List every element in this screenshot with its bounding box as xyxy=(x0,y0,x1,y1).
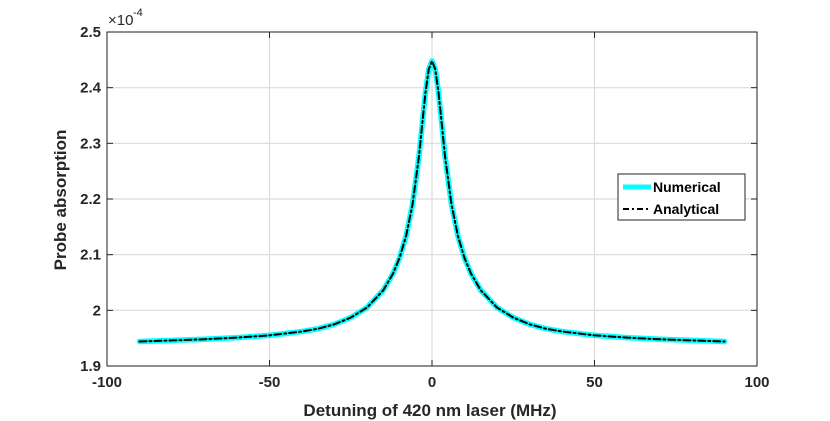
y-tick-label: 2.1 xyxy=(80,247,101,264)
legend-label-numerical: Numerical xyxy=(653,179,721,195)
x-tick-label: 50 xyxy=(586,374,603,391)
x-tick-label: 100 xyxy=(744,374,769,391)
x-axis-label: Detuning of 420 nm laser (MHz) xyxy=(303,401,556,420)
y-exponent-base: ×10 xyxy=(108,12,133,29)
x-tick-label: 0 xyxy=(428,374,436,391)
series-layer xyxy=(136,58,728,345)
grid xyxy=(106,31,758,367)
legend-label-analytical: Analytical xyxy=(653,201,719,217)
y-exponent-power: -4 xyxy=(133,7,143,19)
x-tick-label: -50 xyxy=(259,374,281,391)
y-tick-label: 2.5 xyxy=(80,24,101,41)
y-axis-label: Probe absorption xyxy=(51,130,70,271)
legend-box xyxy=(617,173,746,221)
y-tick-label: 2.3 xyxy=(80,135,101,152)
y-tick-label: 2.2 xyxy=(80,191,101,208)
y-exponent: ×10 -4 xyxy=(108,7,143,29)
ticks: -100 -50 0 50 100 1.9 2 2.1 2.2 2.3 2.4 2.5 xyxy=(80,24,769,391)
y-tick-label: 2.4 xyxy=(80,80,102,97)
y-tick-label: 2 xyxy=(93,302,101,319)
x-tick-label: -100 xyxy=(92,374,122,391)
series-line-analytical xyxy=(138,59,726,343)
legend: Numerical Analytical xyxy=(617,173,746,221)
y-tick-label: 1.9 xyxy=(80,358,101,375)
